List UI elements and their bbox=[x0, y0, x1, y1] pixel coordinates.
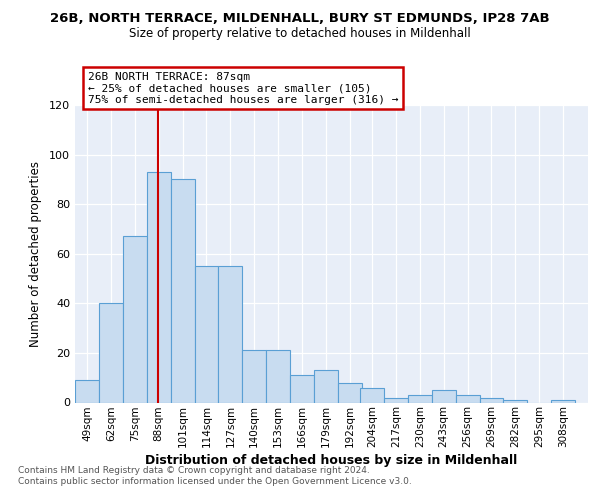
Bar bbox=[194, 266, 218, 402]
Bar bbox=[384, 398, 408, 402]
Bar bbox=[338, 382, 362, 402]
Text: Size of property relative to detached houses in Mildenhall: Size of property relative to detached ho… bbox=[129, 28, 471, 40]
X-axis label: Distribution of detached houses by size in Mildenhall: Distribution of detached houses by size … bbox=[145, 454, 518, 468]
Bar bbox=[170, 180, 194, 402]
Bar bbox=[314, 370, 338, 402]
Bar bbox=[75, 380, 99, 402]
Bar bbox=[432, 390, 455, 402]
Text: Contains HM Land Registry data © Crown copyright and database right 2024.: Contains HM Land Registry data © Crown c… bbox=[18, 466, 370, 475]
Bar bbox=[290, 375, 314, 402]
Bar bbox=[242, 350, 266, 403]
Bar bbox=[503, 400, 527, 402]
Bar bbox=[99, 304, 123, 402]
Bar bbox=[360, 388, 384, 402]
Text: Contains public sector information licensed under the Open Government Licence v3: Contains public sector information licen… bbox=[18, 478, 412, 486]
Text: 26B NORTH TERRACE: 87sqm
← 25% of detached houses are smaller (105)
75% of semi-: 26B NORTH TERRACE: 87sqm ← 25% of detach… bbox=[88, 72, 398, 105]
Bar bbox=[147, 172, 170, 402]
Bar bbox=[266, 350, 290, 403]
Bar bbox=[479, 398, 503, 402]
Bar bbox=[455, 395, 479, 402]
Bar bbox=[551, 400, 575, 402]
Bar bbox=[408, 395, 432, 402]
Text: 26B, NORTH TERRACE, MILDENHALL, BURY ST EDMUNDS, IP28 7AB: 26B, NORTH TERRACE, MILDENHALL, BURY ST … bbox=[50, 12, 550, 26]
Y-axis label: Number of detached properties: Number of detached properties bbox=[29, 161, 42, 347]
Bar bbox=[123, 236, 147, 402]
Bar bbox=[218, 266, 242, 402]
